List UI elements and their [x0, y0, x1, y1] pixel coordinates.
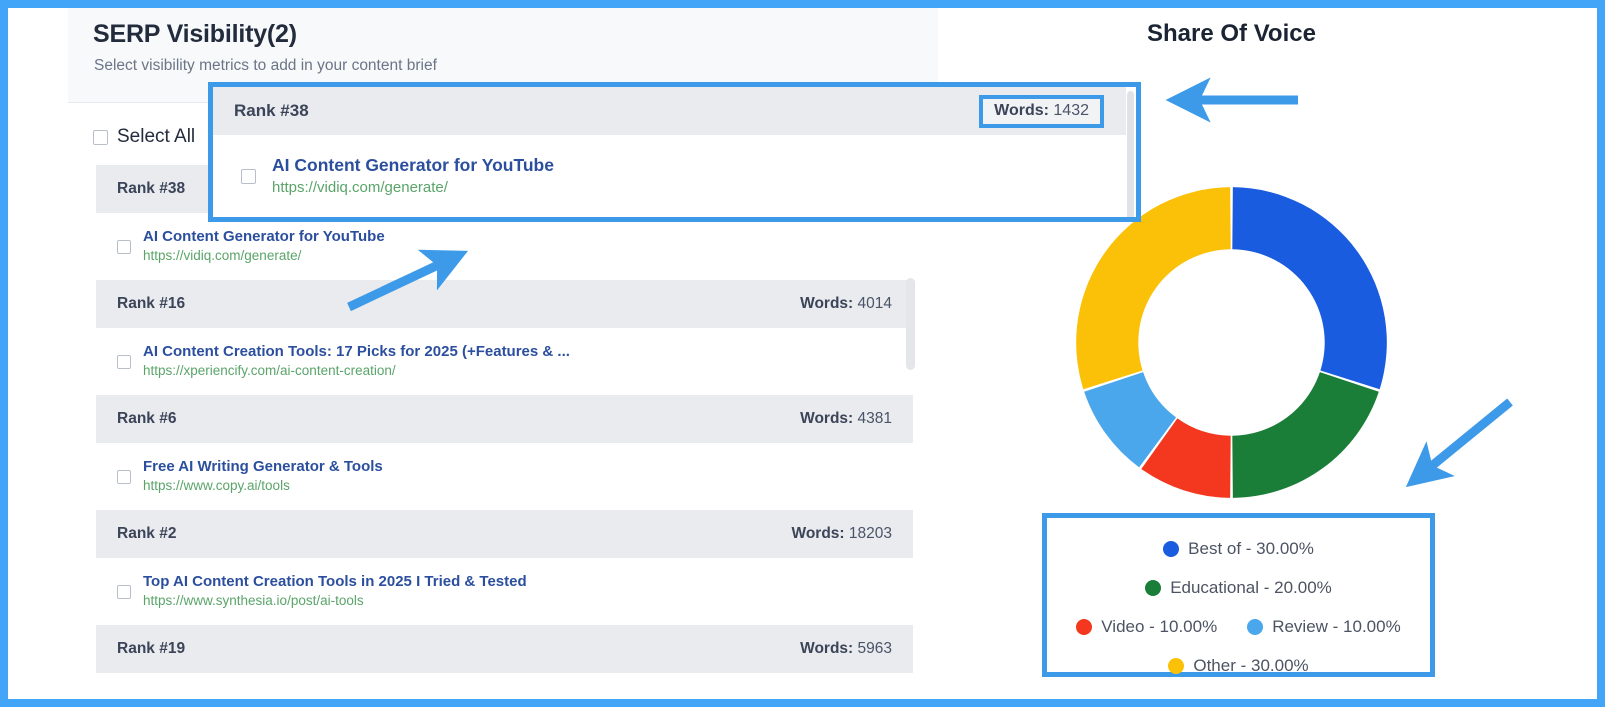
rank-label: Rank #6: [117, 410, 177, 427]
result-title[interactable]: AI Content Creation Tools: 17 Picks for …: [143, 342, 570, 360]
donut-slice-best-of[interactable]: [1232, 187, 1387, 390]
list-scrollbar[interactable]: [906, 278, 915, 370]
rank-words: Words: 4381: [800, 410, 892, 428]
callout-list-item[interactable]: AI Content Generator for YouTube https:/…: [213, 135, 1126, 217]
donut-slice-review[interactable]: [1084, 372, 1177, 468]
legend-color-swatch-icon: [1145, 579, 1162, 596]
rank-words: Words: 5963: [800, 640, 892, 658]
legend-item-video[interactable]: Video - 10.00%: [1076, 617, 1217, 637]
callout-result-checkbox[interactable]: [241, 168, 256, 184]
callout-result-text: AI Content Generator for YouTube https:/…: [272, 155, 554, 198]
rank-label: Rank #2: [117, 525, 177, 542]
result-text: AI Content Creation Tools: 17 Picks for …: [143, 343, 570, 381]
legend-label: Other - 30.00%: [1193, 655, 1309, 675]
callout-words-prefix: Words:: [994, 101, 1049, 119]
serp-results-list[interactable]: Rank #38 AI Content Generator for YouTub…: [96, 165, 913, 699]
legend-line-4: Other - 30.00%: [1047, 646, 1430, 685]
result-checkbox[interactable]: [117, 584, 131, 599]
rank-header-row: Rank #6 Words: 4381: [96, 395, 913, 443]
rank-words: Words: 4014: [800, 295, 892, 313]
result-text: Free AI Writing Generator & Tools https:…: [143, 458, 383, 496]
callout-result-url[interactable]: https://vidiq.com/generate/: [272, 178, 448, 196]
list-item[interactable]: Top AI Content Creation Tools in 2025 I …: [96, 558, 913, 625]
legend-line-2: Educational - 20.00%: [1047, 568, 1430, 607]
page-subtitle: Select visibility metrics to add in your…: [94, 57, 437, 74]
words-prefix: Words:: [800, 640, 854, 657]
list-item[interactable]: AI Content Generator for YouTube https:/…: [96, 213, 913, 280]
select-all-row[interactable]: Select All: [93, 126, 195, 148]
legend-label: Best of - 30.00%: [1188, 538, 1314, 558]
list-item[interactable]: [96, 673, 913, 699]
callout-scrollbar[interactable]: [1127, 91, 1134, 217]
rank-header-row: Rank #16 Words: 4014: [96, 280, 913, 328]
words-prefix: Words:: [791, 525, 845, 542]
legend-item-educational[interactable]: Educational - 20.00%: [1145, 578, 1332, 598]
callout-rank-label: Rank #38: [234, 101, 309, 120]
result-title[interactable]: Free AI Writing Generator & Tools: [143, 457, 383, 475]
result-text: Top AI Content Creation Tools in 2025 I …: [143, 573, 527, 611]
callout-words-value: 1432: [1053, 101, 1089, 119]
words-value: 4014: [857, 295, 892, 312]
result-checkbox[interactable]: [117, 239, 131, 254]
rank-label: Rank #38: [117, 180, 186, 197]
list-item[interactable]: Free AI Writing Generator & Tools https:…: [96, 443, 913, 510]
rank-label: Rank #19: [117, 640, 186, 657]
zoomed-callout-rank-38: Rank #38 Words: 1432 AI Content Generato…: [208, 82, 1141, 222]
rank-header-row: Rank #2 Words: 18203: [96, 510, 913, 558]
donut-svg: [1076, 187, 1387, 498]
select-all-label: Select All: [117, 126, 196, 147]
result-title[interactable]: AI Content Generator for YouTube: [143, 227, 385, 245]
legend-item-review[interactable]: Review - 10.00%: [1247, 617, 1401, 637]
result-title[interactable]: Top AI Content Creation Tools in 2025 I …: [143, 572, 527, 590]
words-prefix: Words:: [800, 295, 854, 312]
legend-item-best-of[interactable]: Best of - 30.00%: [1163, 539, 1314, 559]
donut-slice-video[interactable]: [1141, 418, 1231, 498]
result-url[interactable]: https://vidiq.com/generate/: [143, 248, 302, 264]
result-url[interactable]: https://www.synthesia.io/post/ai-tools: [143, 593, 364, 609]
legend-color-swatch-icon: [1163, 540, 1180, 557]
legend-item-other[interactable]: Other - 30.00%: [1168, 655, 1309, 676]
list-item[interactable]: AI Content Creation Tools: 17 Picks for …: [96, 328, 913, 395]
legend-label: Review - 10.00%: [1272, 616, 1401, 636]
rank-words: Words: 18203: [791, 525, 892, 543]
share-of-voice-donut-chart: [1073, 184, 1390, 501]
result-text: AI Content Generator for YouTube https:/…: [143, 228, 385, 266]
words-value: 4381: [857, 410, 892, 427]
legend-line-1: Best of - 30.00%: [1047, 529, 1430, 568]
donut-slice-other[interactable]: [1076, 187, 1231, 390]
result-checkbox[interactable]: [117, 354, 131, 369]
legend-line-3: Video - 10.00% Review - 10.00%: [1047, 607, 1430, 646]
words-value: 5963: [857, 640, 892, 657]
rank-header-row: Rank #19 Words: 5963: [96, 625, 913, 673]
chart-title: Share Of Voice: [1147, 20, 1316, 47]
select-all-checkbox[interactable]: [93, 129, 108, 145]
legend-label: Video - 10.00%: [1101, 616, 1218, 636]
legend-color-swatch-icon: [1168, 657, 1185, 674]
result-checkbox[interactable]: [117, 469, 131, 484]
callout-result-title[interactable]: AI Content Generator for YouTube: [272, 154, 554, 175]
donut-slice-educational[interactable]: [1232, 372, 1379, 498]
legend-label: Educational - 20.00%: [1170, 577, 1332, 597]
rank-label: Rank #16: [117, 295, 186, 312]
words-prefix: Words:: [800, 410, 854, 427]
result-url[interactable]: https://xperiencify.com/ai-content-creat…: [143, 363, 396, 379]
chart-legend: Best of - 30.00% Educational - 20.00% Vi…: [1042, 513, 1435, 677]
legend-color-swatch-icon: [1076, 618, 1093, 635]
page-title: SERP Visibility(2): [93, 20, 297, 48]
legend-color-swatch-icon: [1247, 618, 1264, 635]
callout-rank-header-row: Rank #38 Words: 1432: [213, 87, 1126, 135]
result-url[interactable]: https://www.copy.ai/tools: [143, 478, 290, 494]
callout-words-highlight: Words: 1432: [979, 94, 1104, 128]
arrow-to-donut-chart: [1405, 398, 1513, 488]
words-value: 18203: [848, 525, 892, 542]
